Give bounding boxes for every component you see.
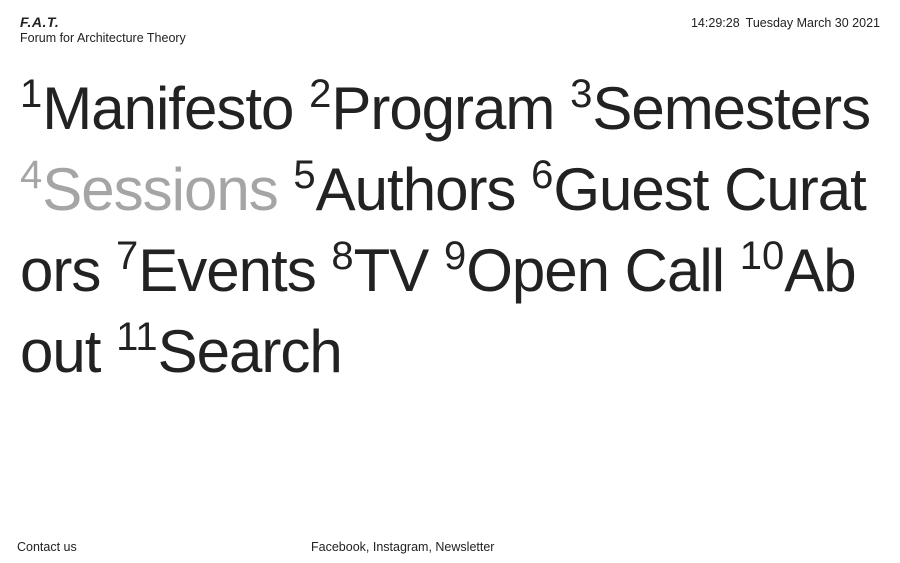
contact-link[interactable]: Contact us bbox=[17, 540, 77, 554]
nav-item-number: 3 bbox=[570, 72, 593, 116]
nav-item-label: Semesters bbox=[592, 75, 871, 142]
nav-item-number: 11 bbox=[116, 315, 158, 359]
nav-item-label: Program bbox=[331, 75, 555, 142]
nav-item-authors[interactable]: 5Authors bbox=[293, 153, 517, 223]
nav-item-number: 9 bbox=[443, 234, 467, 278]
nav-item-number: 1 bbox=[20, 72, 43, 116]
social-separator: , bbox=[365, 540, 373, 554]
footer-contact: Contact us bbox=[17, 539, 77, 555]
nav-item-label: Open Call bbox=[466, 237, 725, 304]
nav-item-number: 5 bbox=[293, 153, 316, 197]
nav-item-number: 8 bbox=[331, 234, 354, 278]
facebook-link[interactable]: Facebook bbox=[311, 540, 366, 554]
nav-item-label: About bbox=[20, 237, 857, 385]
nav-item-number: 4 bbox=[20, 153, 43, 197]
site-subtitle: Forum for Architecture Theory bbox=[20, 31, 186, 45]
nav-item-open-call[interactable]: 9Open Call bbox=[443, 234, 725, 304]
clock-time: 14:29:28 bbox=[690, 16, 740, 30]
social-separator: , bbox=[428, 540, 436, 554]
nav-item-events[interactable]: 7Events bbox=[116, 234, 317, 304]
main-navigation: 1Manifesto 2Program 3Semesters 4Sessions… bbox=[20, 72, 880, 396]
nav-item-label: Manifesto bbox=[42, 75, 294, 142]
nav-item-label: Sessions bbox=[42, 156, 278, 223]
nav-item-manifesto[interactable]: 1Manifesto bbox=[20, 72, 294, 142]
nav-item-label: Authors bbox=[315, 156, 517, 223]
nav-item-tv[interactable]: 8TV bbox=[331, 234, 430, 304]
newsletter-link[interactable]: Newsletter bbox=[435, 540, 495, 554]
nav-item-number: 7 bbox=[116, 234, 139, 278]
nav-item-label: Guest Curators bbox=[20, 156, 867, 304]
nav-item-number: 6 bbox=[531, 153, 554, 197]
live-clock: 14:29:28 Tuesday March 30 2021 bbox=[691, 15, 880, 31]
nav-item-number: 10 bbox=[739, 234, 785, 278]
footer-social: Facebook, Instagram, Newsletter bbox=[311, 539, 494, 555]
nav-item-program[interactable]: 2Program bbox=[309, 72, 555, 142]
nav-item-label: TV bbox=[353, 237, 430, 304]
nav-item-about[interactable]: 10About bbox=[20, 234, 857, 385]
site-logo[interactable]: F.A.T. bbox=[20, 14, 60, 30]
nav-item-label: Search bbox=[157, 318, 343, 385]
site-brand[interactable]: F.A.T. Forum for Architecture Theory bbox=[20, 14, 186, 46]
nav-item-number: 2 bbox=[309, 72, 332, 116]
nav-item-sessions[interactable]: 4Sessions bbox=[20, 153, 279, 223]
nav-item-label: Events bbox=[138, 237, 316, 304]
nav-item-semesters[interactable]: 3Semesters bbox=[570, 72, 871, 142]
instagram-link[interactable]: Instagram bbox=[372, 540, 429, 554]
nav-item-search[interactable]: 11Search bbox=[116, 315, 343, 385]
clock-date: Tuesday March 30 2021 bbox=[745, 16, 880, 30]
nav-item-guest-curators[interactable]: 6Guest Curators bbox=[20, 153, 867, 304]
